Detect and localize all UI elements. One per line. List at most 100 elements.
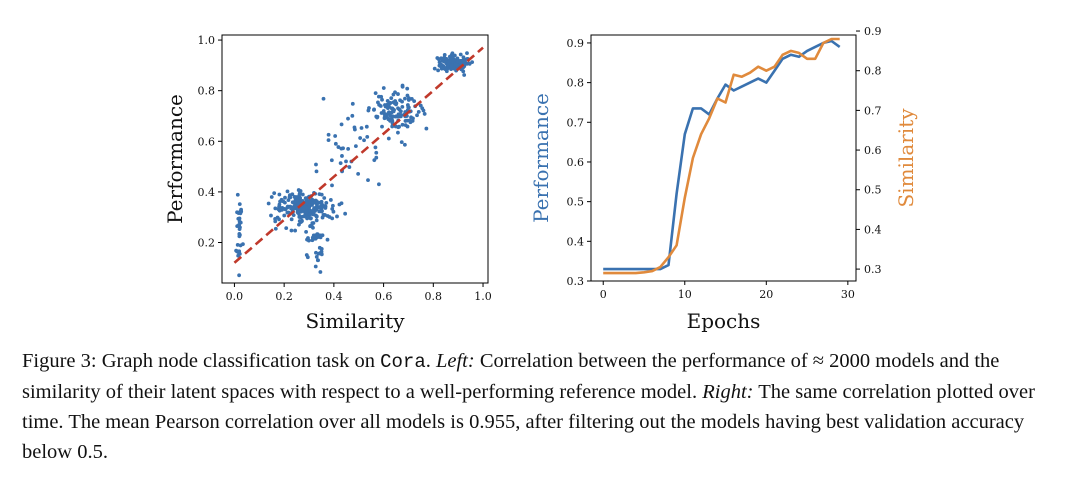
scatter-point [296,209,301,214]
line-left-ytick-label: 0.7 [567,116,585,129]
line-right-ytick-label: 0.8 [864,65,882,78]
line-xtick-label: 10 [678,288,692,301]
scatter-point [236,253,241,258]
scatter-point [396,92,400,96]
scatter-point [310,199,314,204]
line-left-ytick-label: 0.6 [567,156,585,169]
scatter-point [330,183,334,188]
scatter-axes-frame [221,34,489,284]
scatter-point [318,235,323,240]
scatter-point [282,213,287,218]
scatter-point [399,140,404,145]
scatter-point [451,58,455,63]
line-left-ylabel: Performance [529,93,553,223]
scatter-point [356,171,361,176]
scatter-point [436,68,440,73]
line-right-ytick-label: 0.5 [864,184,882,197]
scatter-point [405,93,410,98]
line-right-ytick-label: 0.4 [864,223,882,236]
line-left-ytick-label: 0.5 [567,196,585,209]
scatter-ytick-label: 1.0 [198,34,216,47]
scatter-point [297,213,302,218]
scatter-point [309,203,314,207]
scatter-point [377,182,381,187]
scatter-point [300,218,304,223]
performance-series-line [603,39,841,271]
scatter-point [273,216,277,221]
scatter-point [235,242,240,247]
line-right-ytick-label: 0.6 [864,144,882,157]
scatter-point [313,264,318,269]
scatter-point [286,198,291,203]
scatter-point [407,118,412,123]
scatter-point [339,122,344,127]
scatter-point [403,119,408,123]
line-right-ytick-label: 0.9 [864,25,882,38]
scatter-point [387,117,392,122]
scatter-chart: 0.0 0.2 0.4 0.6 0.8 1.0 0.2 0.4 0.6 0.8 1.0 Similar… [163,25,918,333]
scatter-point [381,109,386,113]
scatter-point [454,63,458,68]
caption-left-label: Left: [435,350,475,372]
scatter-point [328,198,333,202]
scatter-point [284,226,289,231]
scatter-point [309,224,314,229]
scatter-point [465,51,469,56]
scatter-point [237,227,242,232]
scatter-point [304,210,309,215]
scatter-point [300,192,305,197]
scatter-point [406,105,411,110]
scatter-point [315,232,320,237]
scatter-point [306,215,311,220]
scatter-point [366,108,371,113]
scatter-point [236,216,241,221]
scatter-point [358,136,363,140]
scatter-point [405,86,410,91]
line-xtick-label: 0 [600,288,607,301]
scatter-point [336,145,341,149]
scatter-point [352,125,357,130]
scatter-point [314,199,319,204]
scatter-point [366,178,370,183]
scatter-point [272,191,277,196]
scatter-point [304,205,309,210]
scatter-point [382,112,387,117]
scatter-point [235,192,240,197]
scatter-point [442,53,447,57]
scatter-point [288,195,293,200]
scatter-point [269,195,274,199]
scatter-point [396,130,400,135]
scatter-point [403,96,407,101]
scatter-point [322,196,327,200]
scatter-point [319,205,324,209]
scatter-xtick-label: 1.0 [474,290,492,303]
scatter-point [237,202,242,207]
scatter-point [314,169,319,174]
scatter-point [421,108,426,113]
scatter-point [389,110,394,115]
scatter-point [333,134,338,138]
line-left-ytick-label: 0.9 [567,37,585,50]
scatter-point [400,122,405,127]
scatter-point [237,232,242,236]
scatter-point [346,116,350,121]
scatter-point [372,158,377,163]
scatter-point [308,208,313,213]
scatter-point [314,207,319,212]
scatter-point [237,223,241,228]
scatter-point [314,218,319,223]
scatter-point [285,210,290,215]
scatter-point [376,100,380,105]
scatter-point [381,86,386,90]
scatter-xtick-label: 0.6 [375,290,393,303]
scatter-point [283,195,287,200]
scatter-point [326,138,331,143]
scatter-xlabel: Similarity [305,309,405,333]
line-left-ytick-label: 0.4 [567,235,585,248]
scatter-point [330,216,335,221]
scatter-point [374,150,379,155]
scatter-point [235,210,239,215]
scatter-point [436,57,441,61]
scatter-point [326,132,331,137]
scatter-point [237,219,242,224]
